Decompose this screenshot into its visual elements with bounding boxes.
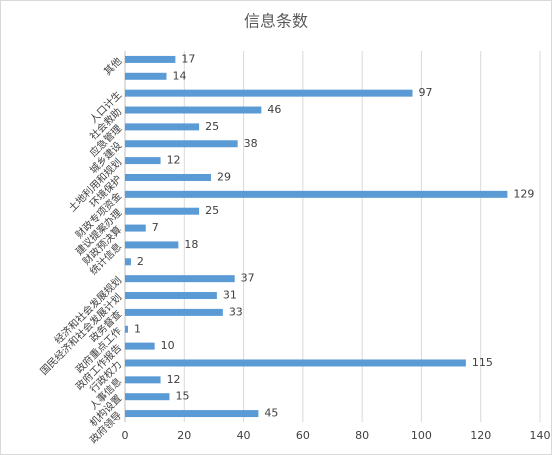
- value-label: 14: [173, 69, 187, 82]
- bar: [125, 292, 217, 300]
- bar: [125, 325, 128, 333]
- bar: [125, 140, 238, 148]
- x-tick-label: 40: [237, 429, 251, 442]
- x-tick-label: 20: [177, 429, 191, 442]
- bar: [125, 207, 200, 215]
- value-label: 31: [223, 289, 237, 302]
- value-label: 129: [513, 187, 534, 200]
- value-label: 7: [152, 221, 159, 234]
- x-tick-label: 100: [411, 429, 432, 442]
- bar: [125, 123, 200, 131]
- bar: [125, 376, 161, 384]
- bar: [125, 224, 146, 232]
- value-label: 33: [229, 305, 243, 318]
- bar: [125, 173, 211, 181]
- value-label: 37: [241, 272, 255, 285]
- value-label: 1: [134, 322, 141, 335]
- value-label: 12: [167, 154, 181, 167]
- bar: [125, 72, 167, 80]
- bar: [125, 190, 508, 198]
- value-label: 38: [244, 137, 258, 150]
- value-label: 17: [181, 52, 195, 65]
- value-label: 46: [267, 103, 281, 116]
- bar: [125, 241, 179, 249]
- x-tick-label: 80: [355, 429, 369, 442]
- value-label: 25: [205, 204, 219, 217]
- bar: [125, 308, 223, 316]
- value-label: 12: [167, 373, 181, 386]
- value-label: 15: [175, 390, 189, 403]
- x-tick-label: 140: [530, 429, 551, 442]
- x-tick-label: 60: [296, 429, 310, 442]
- bar: [125, 89, 413, 97]
- bar: [125, 258, 131, 266]
- value-label: 10: [161, 339, 175, 352]
- bar: [125, 157, 161, 165]
- bar: [125, 393, 170, 401]
- value-label: 97: [419, 86, 433, 99]
- bar: [125, 106, 262, 114]
- bar: [125, 55, 176, 63]
- x-tick-label: 0: [122, 429, 129, 442]
- value-label: 2: [137, 255, 144, 268]
- x-tick-label: 120: [470, 429, 491, 442]
- bar: [125, 342, 155, 350]
- value-label: 45: [264, 407, 278, 420]
- bar: [125, 359, 466, 367]
- bar: [125, 275, 235, 283]
- value-label: 115: [472, 356, 493, 369]
- chart-title: 信息条数: [244, 12, 308, 31]
- value-label: 18: [184, 238, 198, 251]
- bar: [125, 410, 259, 418]
- value-label: 25: [205, 120, 219, 133]
- value-label: 29: [217, 170, 231, 183]
